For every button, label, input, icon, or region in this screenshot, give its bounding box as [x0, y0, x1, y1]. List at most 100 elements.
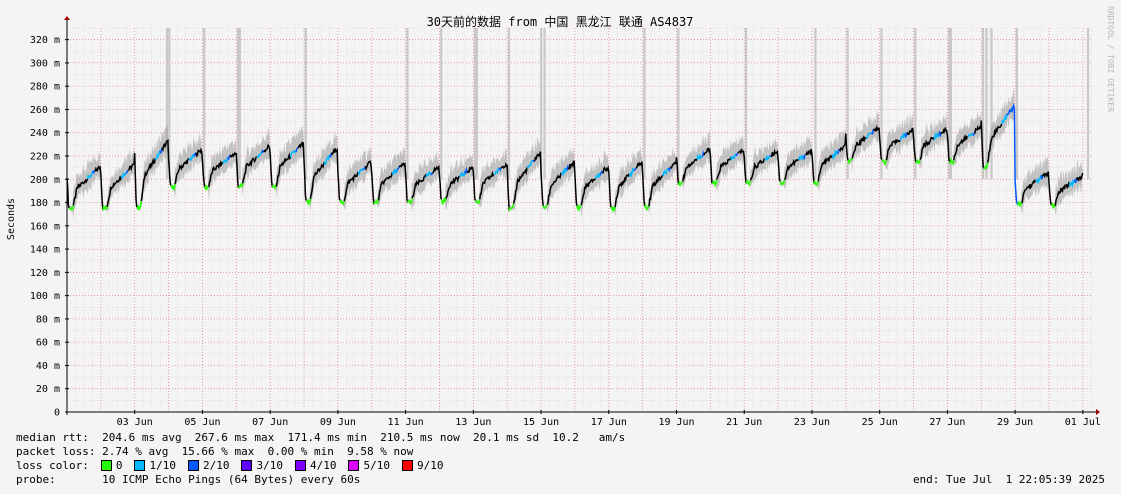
x-tick-label: 27 Jun [929, 417, 965, 428]
median-segment [565, 163, 570, 172]
y-tick-label: 180 m [30, 198, 60, 209]
loss-spike [981, 28, 985, 180]
median-segment [983, 162, 989, 170]
median-segment [170, 183, 176, 191]
legend-swatch [401, 460, 413, 471]
packet-loss-stats: packet loss: 2.74 % avg 15.66 % max 0.00… [16, 445, 414, 458]
chart-title: 30天前的数据 from 中国 黑龙江 联通 AS4837 [427, 14, 694, 29]
median-segment [711, 179, 718, 188]
median-segment [275, 152, 292, 187]
median-segment [68, 205, 75, 212]
y-tick-label: 40 m [36, 361, 60, 372]
loss-spike [237, 28, 240, 180]
median-segment [237, 182, 244, 189]
minor-grid [66, 27, 1093, 412]
median-segment [297, 141, 307, 201]
median-segment [1041, 171, 1052, 206]
median-segment [986, 123, 1003, 163]
median-segment [915, 159, 921, 165]
median-segment [610, 205, 616, 214]
median-segment [343, 171, 359, 202]
median-segment [881, 158, 887, 165]
median-segment [974, 120, 985, 169]
median-segment [432, 164, 443, 200]
loss-spike [540, 28, 543, 180]
median-segment [933, 131, 940, 141]
median-segment [644, 202, 650, 211]
median-segment [567, 160, 578, 206]
median-segment [364, 160, 375, 205]
median-segment [466, 165, 477, 201]
median-segment [904, 132, 908, 139]
y-tick-label: 140 m [30, 245, 60, 256]
median-segment [813, 180, 819, 187]
median-segment [1021, 178, 1037, 204]
loss-color-label: loss color: [16, 459, 89, 472]
legend-label: 5/10 [363, 459, 390, 472]
median-segment [508, 203, 515, 212]
median-segment [682, 158, 698, 182]
x-tick-label: 11 Jun [388, 417, 424, 428]
loss-spike [475, 28, 478, 180]
loss-spike [949, 28, 952, 180]
y-tick-label: 260 m [30, 105, 60, 116]
median-segment [870, 129, 875, 135]
median-segment [174, 158, 190, 185]
median-segment [92, 170, 96, 175]
x-tick-label: 19 Jun [658, 417, 694, 428]
median-segment [899, 132, 906, 141]
median-segment [662, 167, 669, 177]
y-tick-label: 160 m [30, 221, 60, 232]
median-segment [783, 158, 800, 181]
median-segment [847, 157, 853, 164]
median-segment [885, 139, 901, 161]
median-segment [474, 199, 481, 205]
median-segment [1073, 177, 1078, 183]
median-segment [735, 152, 739, 157]
loss-spike [677, 28, 680, 180]
legend-item: 2/10 [187, 459, 230, 472]
legend-swatch [294, 460, 306, 471]
median-segment [715, 156, 732, 180]
median-segment [295, 147, 299, 153]
median-segment [1040, 174, 1044, 180]
median-segment [1075, 172, 1084, 182]
loss-spike [846, 28, 849, 180]
axes [64, 16, 1100, 415]
median-segment [407, 198, 413, 205]
y-tick-label: 60 m [36, 338, 60, 349]
median-segment [305, 198, 312, 206]
legend-label: 2/10 [202, 459, 230, 472]
median-segment [940, 126, 951, 162]
loss-spike [406, 28, 409, 180]
median-segment [256, 152, 263, 158]
rrdtool-credit: RRDTOOL / TOBI OETIKER [1106, 6, 1115, 112]
median-segment [668, 167, 671, 173]
y-tick-label: 300 m [30, 58, 60, 69]
median-rtt-stats: median rtt: 204.6 ms avg 267.6 ms max 17… [16, 431, 626, 444]
legend-swatch [348, 460, 360, 471]
median-segment [703, 147, 714, 185]
loss-spike [474, 28, 477, 180]
x-tick-label: 07 Jun [252, 417, 288, 428]
median-segment [614, 173, 630, 208]
y-tick-label: 80 m [36, 314, 60, 325]
legend-label: 3/10 [256, 459, 283, 472]
x-tick-label: 15 Jun [523, 417, 559, 428]
median-segment [86, 171, 94, 180]
loss-spike [1086, 28, 1090, 180]
loss-spike [165, 28, 169, 180]
median-segment [241, 156, 258, 184]
median-segment [737, 148, 748, 184]
median-segment [831, 149, 839, 161]
median-segment [106, 175, 123, 207]
y-tick-label: 0 [54, 408, 60, 419]
median-segment [838, 133, 849, 161]
x-tick-label: 17 Jun [591, 417, 627, 428]
median-segment [493, 167, 499, 175]
y-tick-label: 200 m [30, 175, 60, 186]
median-segment [330, 147, 341, 201]
median-segment [445, 175, 461, 199]
median-segment [208, 159, 224, 187]
